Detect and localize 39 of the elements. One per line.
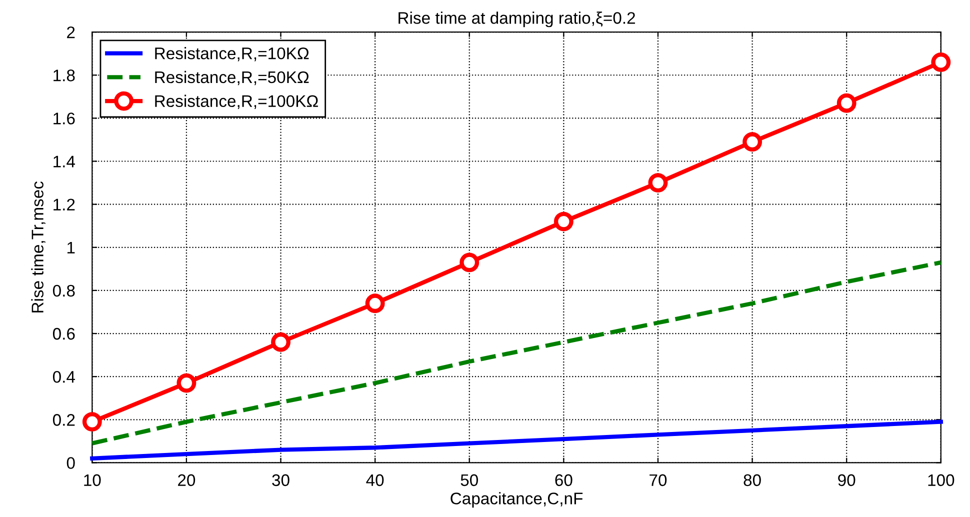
y-tick-label: 1.2 [54, 198, 75, 210]
point [836, 93, 856, 113]
x-tick-label: 90 [838, 474, 856, 486]
line-series [90, 260, 943, 446]
x-tick-label: 100 [928, 474, 954, 486]
y-tick-label: 1.6 [54, 112, 75, 124]
point [176, 373, 196, 393]
x-tick-label: 30 [272, 474, 290, 486]
y-tick-label: 0 [66, 457, 75, 469]
y-tick-label: 0.8 [52, 284, 75, 297]
y-axis-title: Rise time,Tr,msec [31, 181, 46, 312]
legend-label: Resistance,R,=50KΩ [155, 70, 309, 86]
x-tick-label: 40 [366, 474, 384, 486]
y-tick-label: 1.8 [54, 70, 75, 82]
point [271, 332, 290, 352]
x-axis-title: Capacitance,C,nF [450, 492, 583, 508]
line-series [90, 420, 943, 460]
point [742, 132, 762, 152]
x-tick-label: 20 [178, 474, 196, 486]
chart-title: Rise time at damping ratio,ξ=0.2 [398, 12, 635, 28]
y-tick-label: 1 [67, 242, 75, 254]
y-tick-label: 0.6 [52, 328, 75, 340]
point [82, 412, 102, 432]
y-tick-label: 1.4 [54, 156, 75, 168]
x-tick-label: 80 [744, 474, 761, 486]
point [648, 173, 668, 193]
point [931, 52, 951, 72]
x-tick-label: 60 [555, 474, 572, 486]
point [554, 212, 574, 232]
y-tick-label: 0.4 [52, 370, 75, 383]
y-tick-label: 2 [67, 26, 75, 38]
x-tick-label: 10 [84, 474, 101, 486]
x-tick-label: 70 [650, 474, 667, 486]
y-tick-label: 0.2 [52, 414, 75, 426]
legend-label: Resistance,R,=100KΩ [155, 94, 318, 110]
legend-label: Resistance,R,=10KΩ [155, 47, 309, 62]
point [365, 294, 385, 314]
x-tick-label: 50 [460, 474, 478, 486]
point [460, 252, 480, 272]
